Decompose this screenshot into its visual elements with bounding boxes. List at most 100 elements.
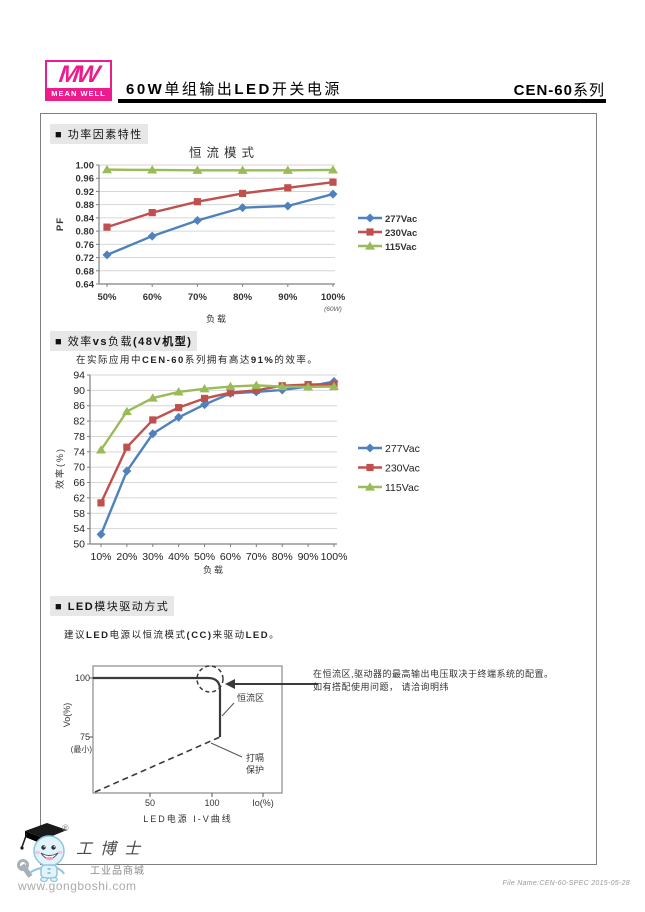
marker-diamond bbox=[365, 213, 375, 223]
marker-triangle bbox=[121, 406, 132, 416]
marker-square bbox=[193, 198, 201, 206]
marker-diamond bbox=[147, 231, 157, 241]
annotation-line-1: 在恒流区,驱动器的最高输出电压取决于终端系统的配置。 bbox=[313, 669, 554, 679]
y-label-min: (最小) bbox=[71, 745, 93, 754]
y-label-75: 75 bbox=[80, 732, 90, 742]
series-line-115Vac bbox=[100, 384, 335, 451]
x-tick-label: 100% bbox=[321, 292, 346, 303]
led-drive-note: 建议LED电源以恒流模式(CC)来驱动LED。 bbox=[64, 630, 281, 641]
series-line-277Vac bbox=[99, 380, 335, 535]
y-tick-label: 58 bbox=[73, 508, 85, 520]
efficiency-chart: 50 54 58 62 66 70 74 78 82 86 90 94 10% 20% 30% 40% 50% 6… bbox=[54, 370, 420, 576]
y-tick-label: 78 bbox=[73, 431, 85, 443]
series-title: CEN-60系列 bbox=[513, 82, 605, 99]
efficiency-note: 在实际应用中CEN-60系列拥有高达91%的效率。 bbox=[76, 355, 319, 366]
marker-diamond bbox=[174, 412, 184, 422]
content-frame bbox=[40, 113, 597, 865]
series-line-115Vac bbox=[106, 168, 334, 172]
hiccup-dashed-line bbox=[94, 736, 221, 793]
x-tick-label: 20% bbox=[116, 551, 137, 563]
section-heading-power-factor: ■ 功率因素特性 bbox=[50, 124, 148, 144]
y-tick-label: 1.00 bbox=[76, 161, 95, 172]
iv-curve-diagram: 100 75 (最小) Vo(%) 50 100 Io(%) 恒流区 打嗝 保护… bbox=[62, 665, 318, 824]
marker-triangle bbox=[102, 164, 112, 174]
marker-square bbox=[148, 209, 156, 217]
y-tick-label: 74 bbox=[73, 446, 85, 458]
cc-region-annotation: 在恒流区,驱动器的最高输出电压取决于终端系统的配置。 如有搭配使用问题， 请洽询… bbox=[313, 668, 613, 694]
marker-square bbox=[252, 386, 260, 394]
y-tick-label: 0.84 bbox=[76, 213, 95, 224]
x-tick-label: 60% bbox=[220, 551, 241, 563]
meanwell-logo: MW MEAN WELL bbox=[45, 60, 112, 101]
y-tick-label: 0.72 bbox=[76, 253, 95, 264]
hiccup-label-1: 打嗝 bbox=[246, 752, 264, 763]
x-tick-label: 50% bbox=[97, 292, 117, 303]
series-line-230Vac bbox=[106, 180, 334, 229]
x-tick-label: 80% bbox=[272, 551, 293, 563]
y-tick-label: 90 bbox=[73, 385, 85, 397]
marker-triangle bbox=[173, 387, 184, 396]
marker-diamond bbox=[102, 250, 112, 260]
y-tick-label: 86 bbox=[73, 400, 85, 412]
x-label-50: 50 bbox=[145, 798, 155, 808]
marker-diamond bbox=[283, 201, 293, 211]
marker-triangle bbox=[303, 382, 314, 391]
chart-ylabel: PF bbox=[55, 217, 66, 231]
x-tick-label: 60% bbox=[143, 292, 163, 303]
marker-triangle bbox=[96, 445, 106, 454]
gongboshi-mascot bbox=[17, 823, 67, 883]
corner-highlight-circle bbox=[196, 665, 224, 693]
y-label-100: 100 bbox=[75, 673, 90, 683]
marker-diamond bbox=[96, 529, 106, 539]
y-tick-label: 82 bbox=[73, 416, 85, 428]
x-tick-label: 90% bbox=[278, 292, 298, 303]
pf-chart: 0.64 0.68 0.72 0.76 0.80 0.84 0.88 0.92 0.96 1.00… bbox=[55, 146, 417, 324]
y-tick-label: 70 bbox=[73, 462, 85, 474]
marker-square bbox=[149, 416, 157, 424]
x-tick-label: 50% bbox=[194, 551, 215, 563]
marker-triangle bbox=[365, 241, 375, 250]
marker-square bbox=[97, 499, 105, 507]
marker-triangle bbox=[192, 165, 203, 174]
marker-diamond bbox=[148, 429, 158, 439]
marker-square bbox=[366, 463, 374, 472]
x-tick-label: 80% bbox=[233, 292, 253, 303]
marker-diamond bbox=[365, 443, 375, 453]
x-tick-label: 70% bbox=[246, 551, 267, 563]
chart-xlabel: 负载 bbox=[206, 313, 228, 324]
marker-diamond bbox=[192, 216, 202, 226]
section-heading-efficiency: ■ 效率vs负载(48V机型) bbox=[50, 331, 198, 351]
marker-square bbox=[239, 189, 247, 198]
x-tick-label: 100% bbox=[321, 551, 348, 563]
hiccup-leader-line bbox=[210, 742, 243, 758]
marker-square bbox=[284, 184, 292, 192]
legend-label-115Vac: 115Vac bbox=[385, 242, 417, 253]
annotation-line-2: 如有搭配使用问题， 请洽询明纬 bbox=[313, 682, 450, 692]
marker-square bbox=[175, 404, 183, 412]
marker-triangle bbox=[251, 380, 262, 389]
y-tick-label: 0.88 bbox=[76, 200, 95, 211]
marker-triangle bbox=[199, 384, 210, 393]
marker-square bbox=[366, 228, 374, 236]
legend-label-277Vac: 277Vac bbox=[385, 214, 417, 225]
marker-triangle bbox=[365, 482, 375, 491]
y-tick-label: 0.68 bbox=[76, 266, 95, 277]
marker-square bbox=[123, 443, 131, 451]
chart-title: 恒流模式 bbox=[189, 146, 259, 160]
series-line-230Vac bbox=[99, 383, 335, 504]
marker-diamond bbox=[328, 189, 338, 199]
marker-square bbox=[103, 223, 111, 231]
diagram-xlabel: Io(%) bbox=[252, 798, 274, 808]
x-label-100: 100 bbox=[204, 798, 219, 808]
marker-square bbox=[329, 178, 337, 186]
section-heading-led-drive: ■ LED模块驱动方式 bbox=[50, 596, 175, 616]
marker-diamond bbox=[238, 203, 248, 213]
x-tick-label: 10% bbox=[90, 551, 111, 563]
page-title: 60W单组输出LED开关电源 bbox=[126, 81, 342, 98]
cv-curve-solid bbox=[93, 676, 222, 737]
y-tick-label: 0.76 bbox=[76, 240, 95, 251]
y-tick-label: 66 bbox=[73, 477, 85, 489]
y-tick-label: 54 bbox=[73, 523, 85, 535]
gongboshi-subtitle: 工业品商城 bbox=[90, 866, 145, 877]
marker-triangle bbox=[147, 165, 158, 174]
